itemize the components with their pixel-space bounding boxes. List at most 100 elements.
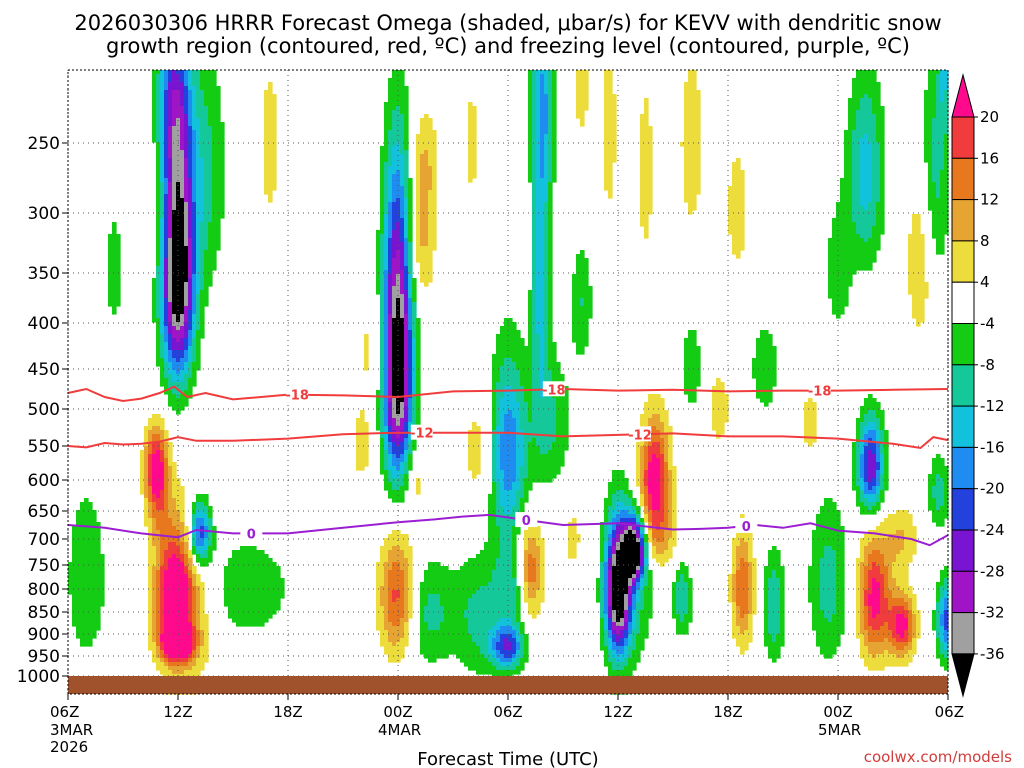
omega-cell	[476, 434, 481, 439]
omega-cell	[472, 642, 477, 647]
omega-cell	[204, 514, 209, 519]
omega-cell	[192, 370, 197, 375]
omega-cell	[272, 138, 277, 143]
omega-cell	[392, 346, 397, 351]
omega-cell	[400, 146, 405, 151]
omega-cell	[388, 654, 393, 659]
omega-cell	[196, 646, 201, 651]
omega-cell	[496, 642, 501, 647]
omega-cell	[504, 558, 509, 563]
omega-cell	[168, 374, 173, 379]
omega-cell	[180, 590, 185, 595]
omega-cell	[212, 226, 217, 231]
omega-cell	[192, 170, 197, 175]
omega-cell	[248, 622, 253, 627]
omega-cell	[380, 546, 385, 551]
omega-cell	[232, 562, 237, 567]
omega-cell	[148, 526, 153, 531]
omega-cell	[164, 278, 169, 283]
omega-cell	[472, 646, 477, 651]
omega-cell	[200, 274, 205, 279]
omega-cell	[184, 554, 189, 559]
omega-cell	[400, 210, 405, 215]
omega-cell	[176, 314, 181, 319]
omega-cell	[392, 382, 397, 387]
omega-cell	[468, 638, 473, 643]
omega-cell	[408, 314, 413, 319]
omega-cell	[380, 182, 385, 187]
omega-cell	[492, 370, 497, 375]
omega-cell	[160, 586, 165, 591]
omega-cell	[168, 226, 173, 231]
omega-cell	[164, 190, 169, 195]
omega-cell	[188, 570, 193, 575]
omega-cell	[200, 650, 205, 655]
omega-cell	[472, 162, 477, 167]
omega-cell	[172, 362, 177, 367]
omega-cell	[272, 578, 277, 583]
omega-cell	[468, 566, 473, 571]
omega-cell	[400, 482, 405, 487]
omega-cell	[420, 606, 425, 611]
omega-cell	[392, 422, 397, 427]
omega-cell	[232, 606, 237, 611]
omega-cell	[388, 386, 393, 391]
omega-cell	[172, 270, 177, 275]
omega-cell	[444, 634, 449, 639]
omega-cell	[264, 114, 269, 119]
omega-cell	[388, 138, 393, 143]
omega-cell	[500, 474, 505, 479]
omega-cell	[460, 638, 465, 643]
omega-cell	[152, 434, 157, 439]
omega-cell	[160, 266, 165, 271]
omega-cell	[192, 650, 197, 655]
omega-cell	[164, 322, 169, 327]
omega-cell	[272, 602, 277, 607]
omega-cell	[200, 290, 205, 295]
omega-cell	[400, 362, 405, 367]
omega-cell	[176, 182, 181, 187]
omega-cell	[388, 210, 393, 215]
omega-cell	[504, 586, 509, 591]
omega-cell	[488, 566, 493, 571]
omega-cell	[168, 542, 173, 547]
omega-cell	[144, 434, 149, 439]
omega-cell	[184, 318, 189, 323]
omega-cell	[192, 382, 197, 387]
omega-cell	[392, 354, 397, 359]
omega-cell	[504, 398, 509, 403]
omega-cell	[152, 622, 157, 627]
omega-cell	[196, 250, 201, 255]
omega-cell	[408, 294, 413, 299]
omega-cell	[488, 634, 493, 639]
omega-cell	[400, 86, 405, 91]
omega-cell	[156, 258, 161, 263]
omega-cell	[152, 138, 157, 143]
omega-cell	[504, 530, 509, 535]
omega-cell	[184, 594, 189, 599]
omega-cell	[404, 102, 409, 107]
omega-cell	[408, 326, 413, 331]
omega-cell	[420, 246, 425, 251]
omega-cell	[152, 290, 157, 295]
omega-cell	[392, 222, 397, 227]
omega-cell	[396, 230, 401, 235]
omega-cell	[176, 482, 181, 487]
omega-cell	[216, 210, 221, 215]
omega-cell	[160, 78, 165, 83]
omega-cell	[204, 618, 209, 623]
omega-cell	[508, 330, 513, 335]
omega-cell	[388, 390, 393, 395]
omega-cell	[480, 638, 485, 643]
omega-cell	[500, 654, 505, 659]
omega-cell	[476, 586, 481, 591]
omega-cell	[256, 570, 261, 575]
omega-cell	[472, 598, 477, 603]
omega-cell	[388, 626, 393, 631]
omega-cell	[380, 146, 385, 151]
omega-cell	[244, 562, 249, 567]
omega-cell	[508, 558, 513, 563]
omega-cell	[400, 578, 405, 583]
omega-cell	[204, 638, 209, 643]
omega-cell	[240, 598, 245, 603]
